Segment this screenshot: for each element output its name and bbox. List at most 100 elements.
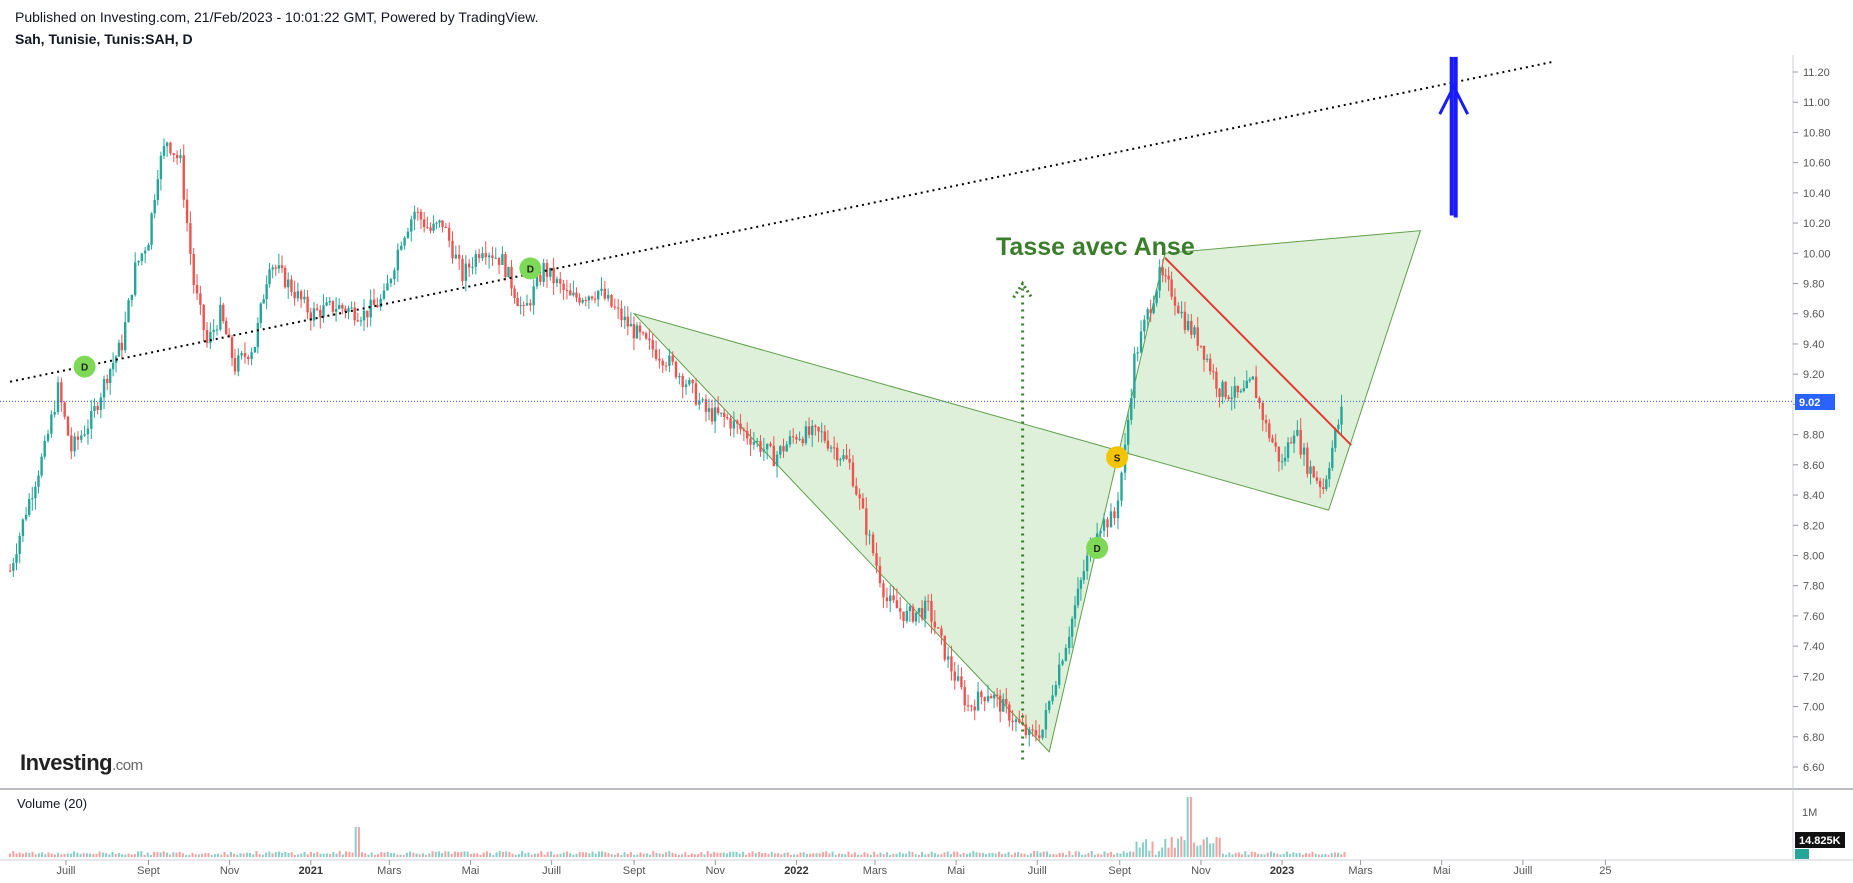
candle-body [487, 255, 491, 258]
candle-body [1218, 388, 1221, 397]
volume-bar [396, 854, 399, 857]
volume-bar [137, 851, 140, 857]
target-arrow-head [1438, 83, 1470, 115]
volume-bar [1180, 836, 1183, 857]
candle-body [1152, 303, 1155, 314]
candle-body [209, 331, 212, 343]
candle-body [413, 211, 416, 220]
volume-bar [652, 851, 655, 857]
candle-body [973, 706, 976, 711]
volume-bar [1013, 852, 1016, 857]
candle-body [1202, 345, 1206, 360]
candle-body [1254, 376, 1258, 399]
candle-body [559, 278, 562, 284]
volume-bar [50, 853, 53, 857]
volume-bar [898, 852, 901, 857]
candle-body [457, 254, 461, 259]
candle-body [654, 349, 658, 359]
candle-body [759, 440, 762, 452]
candle-body [21, 519, 25, 536]
x-tick-label: 2021 [299, 865, 323, 877]
volume-bar [933, 853, 936, 857]
candle-body [185, 199, 189, 224]
x-tick-label: Juill [542, 865, 561, 877]
candle-body [312, 308, 316, 321]
candle-body [581, 299, 584, 303]
candle-body [108, 369, 112, 384]
candle-body [467, 263, 471, 268]
candle-body [519, 305, 522, 307]
volume-bar [927, 853, 930, 857]
volume-bar [834, 854, 837, 857]
candle-body [1331, 447, 1334, 469]
candle-body [137, 260, 140, 263]
x-tick-label: Juill [1028, 865, 1047, 877]
candle-body [1337, 424, 1340, 430]
candle-body [337, 304, 341, 309]
candle-body [578, 297, 581, 303]
x-tick-label: 2023 [1270, 865, 1294, 877]
candle-body [24, 514, 28, 520]
volume-bar [796, 854, 799, 857]
candle-body [817, 427, 820, 432]
candle-body [43, 440, 46, 457]
candle-body [795, 437, 798, 440]
candle-body [1034, 730, 1038, 736]
volume-bar [905, 853, 908, 857]
x-tick-label: Mai [1433, 865, 1451, 877]
volume-bar [818, 853, 821, 857]
y-tick-label: 9.40 [1803, 339, 1824, 351]
candle-body [56, 382, 60, 413]
candle-body [130, 294, 134, 301]
volume-bar [466, 851, 469, 857]
x-tick-label: Sept [137, 865, 160, 877]
candle-body [1158, 267, 1161, 291]
candle-body [471, 266, 474, 268]
candle-body [1280, 461, 1284, 463]
candle-body [976, 691, 980, 711]
cup-with-handle-pattern[interactable] [632, 230, 1422, 753]
volume-bar [1081, 854, 1084, 857]
volume-bar [1055, 854, 1058, 857]
candle-body [303, 296, 306, 300]
pattern-shape[interactable] [632, 230, 1422, 753]
candle-body [262, 299, 265, 304]
candle-body [376, 304, 379, 308]
candle-body [83, 434, 86, 436]
candle-body [899, 608, 902, 612]
volume-bar [725, 853, 728, 857]
candle-body [769, 443, 772, 446]
candle-body [165, 142, 169, 147]
candle-body [1215, 371, 1218, 389]
candle-body [386, 283, 389, 291]
candle-body [406, 231, 410, 238]
volume-bar [428, 853, 431, 857]
volume-bar [271, 853, 274, 857]
volume-bar [207, 853, 210, 857]
candle-body [575, 292, 578, 298]
y-tick-label: 10.40 [1803, 188, 1831, 200]
volume-bar [431, 851, 434, 857]
candle-body [584, 299, 587, 301]
volume-bar [661, 853, 664, 857]
volume-bar [361, 852, 364, 857]
volume-bar [1269, 851, 1272, 857]
volume-bar [940, 854, 943, 857]
volume-bar [1241, 854, 1244, 857]
volume-bar [687, 854, 690, 857]
candle-body [18, 535, 21, 555]
candle-body [1031, 729, 1034, 731]
candle-body [801, 439, 804, 444]
volume-bar [450, 853, 453, 857]
volume-bar [885, 852, 888, 857]
candle-body [726, 416, 729, 419]
candle-body [681, 376, 684, 387]
candle-body [868, 534, 871, 536]
volume-bar [1074, 851, 1077, 857]
candle-body [416, 211, 419, 213]
candle-body [230, 337, 234, 359]
volume-bar [453, 851, 456, 857]
candle-body [315, 308, 319, 310]
volume-bar [373, 854, 376, 857]
